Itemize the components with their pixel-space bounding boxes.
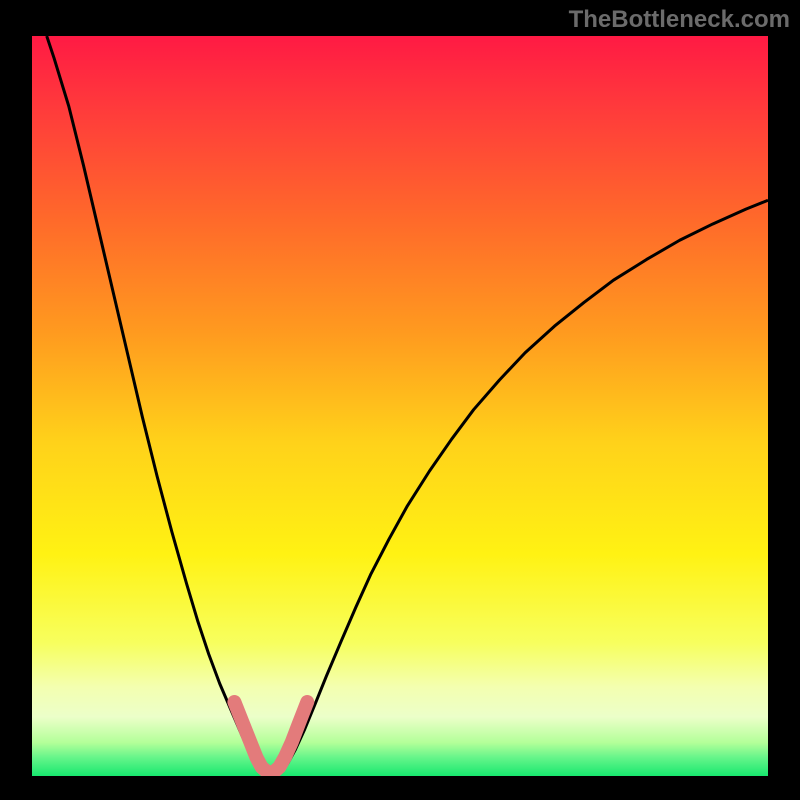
bottleneck-curve [47, 36, 768, 776]
plot-area [32, 36, 768, 776]
plot-svg [32, 36, 768, 776]
watermark-text: TheBottleneck.com [569, 6, 790, 34]
optimal-zone-highlight [234, 702, 307, 772]
